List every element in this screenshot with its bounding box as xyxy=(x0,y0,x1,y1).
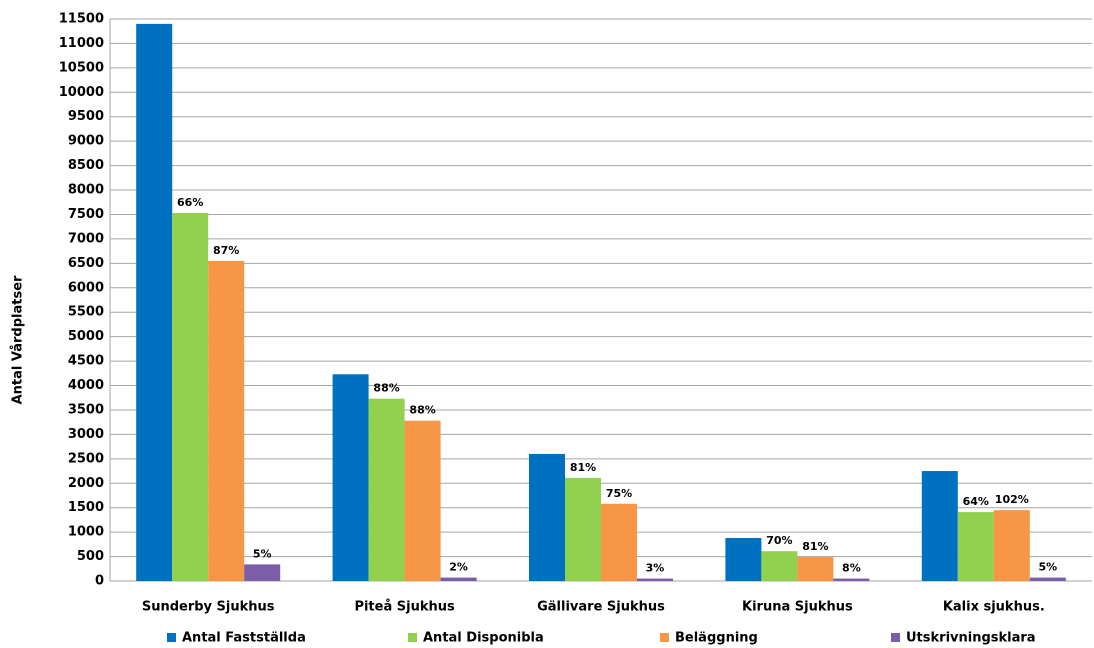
bar xyxy=(440,577,477,581)
data-label: 102% xyxy=(995,493,1029,506)
legend-swatch xyxy=(167,633,176,642)
data-label: 2% xyxy=(449,561,468,574)
data-label: 3% xyxy=(646,562,665,575)
y-tick-label: 4000 xyxy=(68,378,104,393)
y-tick-label: 6500 xyxy=(68,256,104,271)
x-tick-label: Kiruna Sjukhus xyxy=(742,600,853,615)
y-tick-label: 6000 xyxy=(68,280,104,295)
bar xyxy=(332,374,369,581)
y-tick-label: 11500 xyxy=(59,12,104,27)
y-tick-label: 5500 xyxy=(68,305,104,320)
y-tick-label: 2000 xyxy=(68,476,104,491)
y-axis-label: Antal Vårdplatser xyxy=(11,275,26,404)
x-tick-label: Sunderby Sjukhus xyxy=(142,600,275,615)
y-tick-label: 5000 xyxy=(68,329,104,344)
y-tick-label: 10500 xyxy=(59,60,104,75)
y-tick-label: 3000 xyxy=(68,427,104,442)
bar xyxy=(565,477,601,581)
x-tick-label: Piteå Sjukhus xyxy=(354,600,455,615)
y-tick-label: 8500 xyxy=(68,158,104,173)
data-label: 88% xyxy=(373,382,399,395)
bar xyxy=(761,551,798,581)
bar xyxy=(208,260,245,581)
bar xyxy=(172,213,209,581)
bar xyxy=(993,510,1030,581)
x-tick-label: Gällivare Sjukhus xyxy=(537,600,665,615)
data-label: 70% xyxy=(766,534,792,547)
bar xyxy=(404,420,441,581)
y-tick-label: 500 xyxy=(77,549,104,564)
x-tick-label: Kalix sjukhus. xyxy=(943,600,1045,615)
bar xyxy=(529,453,565,581)
y-tick-label: 10000 xyxy=(59,85,104,100)
data-label: 75% xyxy=(606,487,632,500)
bar xyxy=(637,578,673,581)
data-label: 8% xyxy=(842,562,861,575)
bar xyxy=(797,557,834,581)
data-label: 81% xyxy=(802,540,828,553)
y-tick-label: 7000 xyxy=(68,231,104,246)
y-tick-label: 0 xyxy=(95,574,104,589)
legend-swatch xyxy=(408,633,417,642)
bar xyxy=(833,578,870,581)
y-tick-label: 1500 xyxy=(68,500,104,515)
data-label: 66% xyxy=(177,196,203,209)
y-tick-label: 8000 xyxy=(68,183,104,198)
y-tick-label: 2500 xyxy=(68,451,104,466)
bar xyxy=(957,512,994,581)
bar xyxy=(921,471,958,581)
legend-swatch xyxy=(891,633,900,642)
legend-label: Antal Fastställda xyxy=(182,631,306,646)
data-label: 87% xyxy=(213,244,239,257)
data-label: 5% xyxy=(253,547,272,560)
data-label: 81% xyxy=(570,461,596,474)
legend-label: Beläggning xyxy=(675,631,758,646)
y-tick-label: 4500 xyxy=(68,354,104,369)
y-tick-label: 7500 xyxy=(68,207,104,222)
bar xyxy=(244,564,281,581)
data-label: 5% xyxy=(1038,561,1057,574)
y-tick-label: 9500 xyxy=(68,109,104,124)
bar xyxy=(1029,577,1066,581)
y-tick-label: 9000 xyxy=(68,134,104,149)
bar xyxy=(136,23,173,581)
bar xyxy=(368,398,405,581)
legend-label: Antal Disponibla xyxy=(423,631,544,646)
legend-swatch xyxy=(660,633,669,642)
bar xyxy=(601,503,637,581)
y-tick-label: 3500 xyxy=(68,402,104,417)
y-tick-label: 1000 xyxy=(68,525,104,540)
bar xyxy=(725,537,762,581)
data-label: 64% xyxy=(963,495,989,508)
y-tick-label: 11000 xyxy=(59,36,104,51)
data-label: 88% xyxy=(409,404,435,417)
legend-label: Utskrivningsklara xyxy=(906,631,1036,646)
